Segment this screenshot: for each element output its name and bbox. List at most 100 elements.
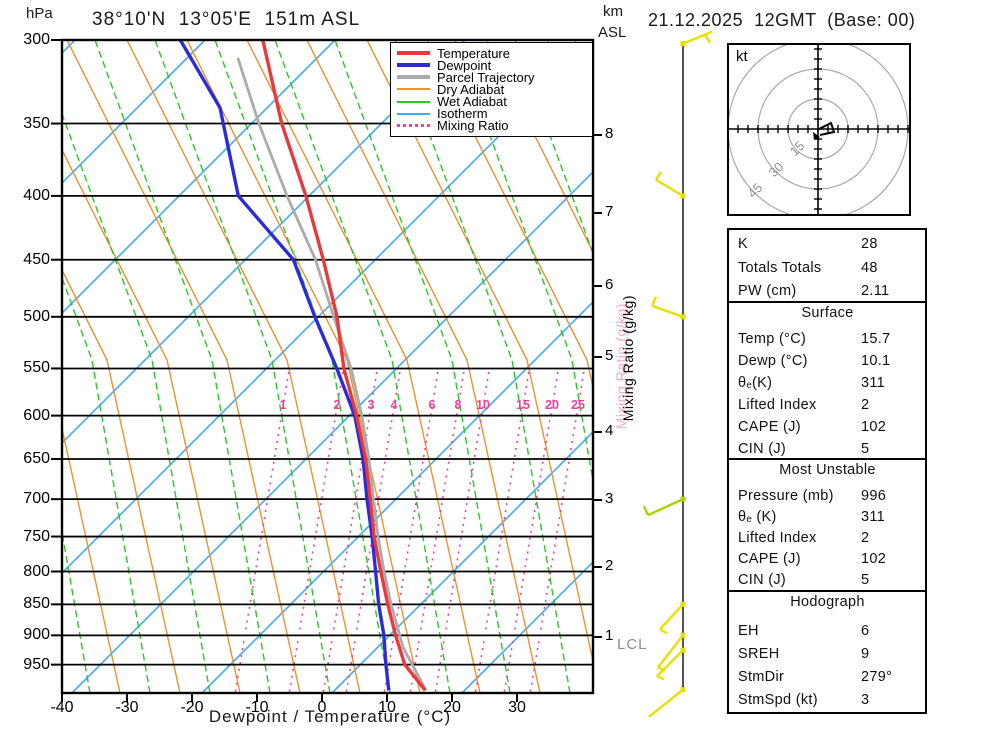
pressure-tick-label: 950: [23, 655, 50, 673]
pressure-tick-label: 850: [23, 595, 50, 613]
wind-barb: [659, 601, 686, 635]
parcel-trajectory-curve: [236, 57, 428, 691]
temperature-tick-label: -40: [50, 699, 74, 716]
surface-table: Surface Temp (°C) 15.7 Dewp (°C) 10.1 θₑ(K…: [727, 301, 927, 460]
mixing-ratio-value-label: 10: [476, 398, 490, 412]
table-row: PW (cm) 2.11: [738, 282, 890, 299]
legend-item-parcel: Parcel Trajectory: [397, 70, 586, 85]
hodograph-trace: [816, 121, 836, 136]
temperature-tick-label: 0: [317, 699, 327, 716]
legend: Temperature Dewpoint Parcel Trajectory D…: [390, 42, 593, 137]
temperature-tick-label: 30: [508, 699, 526, 716]
temperature-tick-label: -10: [245, 699, 269, 716]
table-section-title: Surface: [801, 305, 854, 321]
sounding-curves: [178, 40, 428, 692]
table-row: StmDir 279°: [738, 668, 893, 685]
dry-adiabat-line-swatch: [397, 88, 430, 91]
altitude-axis-unit-km: km: [603, 3, 623, 20]
mixing-ratio-value-label: 6: [428, 398, 436, 412]
table-row: Dewp (°C) 10.1: [738, 353, 891, 369]
legend-item-mixing-ratio: Mixing Ratio: [397, 118, 586, 133]
km-tick-label: 5: [605, 347, 614, 364]
wind-barb: [656, 647, 686, 681]
parcel-line-swatch: [397, 75, 430, 80]
mixing-ratio-line-swatch: [397, 124, 430, 128]
km-tick-label: 1: [605, 627, 614, 644]
pressure-tick-label: 600: [23, 406, 50, 424]
legend-item-isotherm: Isotherm: [397, 106, 586, 121]
hodograph-unit: kt: [736, 48, 748, 65]
pressure-tick-label: 800: [23, 562, 50, 580]
table-row: CAPE (J) 102: [738, 419, 887, 435]
mixing-ratio-axis-label: Mixing Ratio (g/kg): [620, 295, 636, 422]
mixing-ratio-value-label: 15: [516, 398, 530, 412]
most-unstable-table: Most Unstable Pressure (mb) 996 θₑ (K) 311…: [727, 458, 927, 592]
legend-item-dry-adiabat: Dry Adiabat: [397, 82, 586, 97]
plot-border: [60, 38, 595, 695]
km-tick-label: 6: [605, 276, 614, 293]
altitude-axis-unit-asl: ASL: [598, 24, 627, 41]
wind-barb: [648, 687, 686, 718]
pressure-tick-label: 300: [23, 31, 50, 48]
isotherm-line-swatch: [397, 112, 430, 115]
mixing-ratio-value-label: 20: [545, 398, 559, 412]
pressure-tick-label: 900: [23, 626, 50, 644]
table-row: EH 6: [738, 622, 870, 639]
table-row: θₑ (K) 311: [738, 508, 886, 525]
legend-item-dewpoint: Dewpoint: [397, 58, 586, 73]
mixing-ratio-value-label: 8: [454, 398, 462, 412]
wind-barb: [654, 171, 686, 199]
temperature-line-swatch: [397, 51, 430, 55]
table-row: Pressure (mb) 996: [738, 487, 887, 504]
mixing-ratio-value-label: 25: [571, 398, 585, 412]
pressure-tick-label: 650: [23, 449, 50, 467]
hodograph-storm-motion-marker: [813, 132, 820, 140]
wet-adiabat-lines: [62, 40, 593, 693]
mixing-ratio-value-label: 3: [367, 398, 375, 412]
mixing-ratio-value-label: 4: [390, 398, 398, 412]
table-row: StmSpd (kt) 3: [738, 691, 870, 708]
pressure-tick-label: 700: [23, 490, 50, 508]
km-tick-label: 3: [605, 490, 614, 507]
wind-barb-column: [642, 30, 713, 718]
dewpoint-line-swatch: [397, 63, 430, 68]
pressure-tick-label: 450: [23, 250, 50, 268]
table-row: Lifted Index 2: [738, 529, 870, 546]
temperature-tick-label: 10: [378, 699, 396, 716]
mixing-ratio-value-label: 1: [279, 398, 287, 412]
pressure-tick-label: 500: [23, 307, 50, 325]
table-row: θₑ(K) 311: [738, 375, 886, 391]
axis-ticks: [51, 39, 602, 702]
lcl-marker-label: LCL: [617, 636, 648, 653]
dewpoint-curve: [178, 40, 391, 691]
run-datetime: 21.12.2025 12GMT (Base: 00): [648, 10, 916, 30]
dry-adiabat-lines: [62, 40, 593, 693]
pressure-axis-unit: hPa: [26, 5, 53, 22]
temperature-tick-label: -30: [115, 699, 139, 716]
table-section-title: Most Unstable: [779, 462, 876, 478]
km-tick-label: 7: [605, 203, 614, 220]
table-row: SREH 9: [738, 645, 870, 662]
wind-barb: [642, 496, 686, 517]
pressure-tick-label: 350: [23, 114, 50, 132]
table-row: Totals Totals 48: [738, 259, 878, 276]
x-axis-title: Dewpoint / Temperature (°C): [208, 707, 452, 726]
table-section-title: Hodograph: [790, 594, 865, 610]
km-tick-label: 2: [605, 557, 614, 574]
legend-item-wet-adiabat: Wet Adiabat: [397, 94, 586, 109]
hodograph-panel: kt 15 30 45: [727, 38, 911, 220]
mixing-ratio-value-label: 2: [333, 398, 341, 412]
pressure-tick-label: 750: [23, 527, 50, 545]
table-row: K 28: [738, 236, 878, 252]
wind-barb: [650, 296, 686, 320]
table-row: CAPE (J) 102: [738, 550, 887, 567]
km-tick-label: 8: [605, 125, 614, 142]
wet-adiabat-line-swatch: [397, 100, 430, 103]
indices-table: K 28 Totals Totals 48 PW (cm) 2.11: [727, 228, 927, 303]
page-title: 38°10'N 13°05'E 151m ASL: [92, 9, 361, 30]
temperature-curve: [261, 40, 427, 692]
pressure-tick-label: 400: [23, 186, 50, 204]
wind-barb: [680, 30, 713, 47]
table-row: CIN (J) 5: [738, 571, 870, 588]
